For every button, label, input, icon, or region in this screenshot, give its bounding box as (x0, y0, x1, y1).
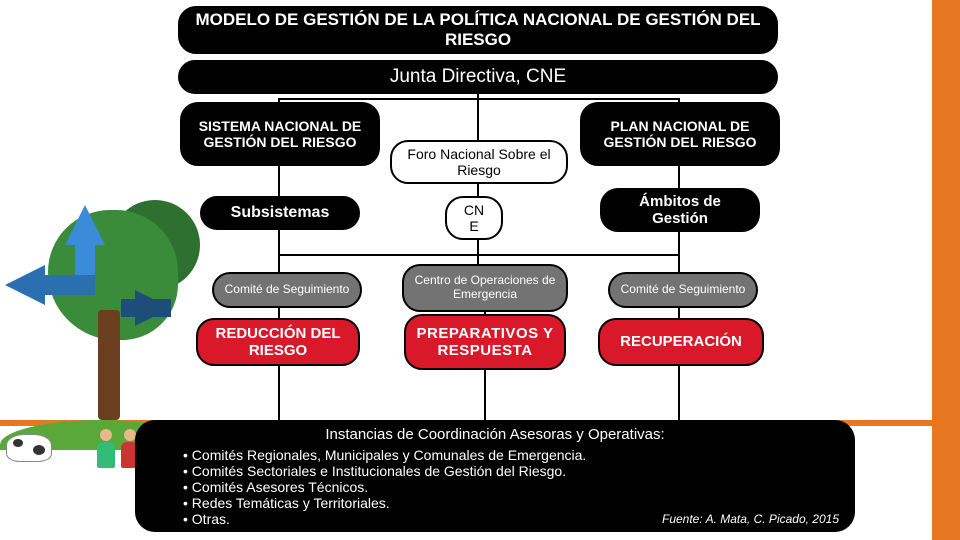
node-cne: CN E (445, 196, 503, 240)
node-label: Subsistemas (231, 204, 330, 222)
node-label: MODELO DE GESTIÓN DE LA POLÍTICA NACIONA… (188, 10, 768, 49)
node-comite-left: Comité de Seguimiento (212, 272, 362, 308)
connector (278, 254, 680, 256)
node-label: Comité de Seguimiento (225, 283, 350, 297)
list-item: Comités Asesores Técnicos. (183, 479, 837, 495)
node-plan: PLAN NACIONAL DE GESTIÓN DEL RIESGO (580, 102, 780, 166)
node-label: SISTEMA NACIONAL DE GESTIÓN DEL RIESGO (190, 118, 370, 150)
node-label: Comité de Seguimiento (621, 283, 746, 297)
node-preparativos: PREPARATIVOS Y RESPUESTA (404, 314, 566, 370)
source-citation: Fuente: A. Mata, C. Picado, 2015 (662, 512, 839, 526)
node-sistema: SISTEMA NACIONAL DE GESTIÓN DEL RIESGO (180, 102, 380, 166)
instancias-heading: Instancias de Coordinación Asesoras y Op… (153, 426, 837, 443)
node-reduccion: REDUCCIÓN DEL RIESGO (196, 318, 360, 366)
node-subsistemas: Subsistemas (200, 196, 360, 230)
node-label: Foro Nacional Sobre el Riesgo (398, 146, 560, 178)
instancias-panel: Instancias de Coordinación Asesoras y Op… (135, 420, 855, 532)
node-label: Junta Directiva, CNE (390, 66, 566, 88)
node-ambitos: Ámbitos de Gestión (600, 188, 760, 232)
node-foro: Foro Nacional Sobre el Riesgo (390, 140, 568, 184)
connector (678, 230, 680, 274)
connector (278, 228, 280, 274)
connector (678, 364, 680, 422)
node-recuperacion: RECUPERACIÓN (598, 318, 764, 366)
connector (278, 164, 280, 198)
node-label: RECUPERACIÓN (620, 333, 742, 350)
list-item: Redes Temáticas y Territoriales. (183, 495, 837, 511)
connector (278, 98, 680, 100)
node-centro: Centro de Operaciones de Emergencia (402, 264, 568, 312)
list-item: Comités Regionales, Municipales y Comuna… (183, 447, 837, 463)
connector (678, 164, 680, 190)
node-label: PLAN NACIONAL DE GESTIÓN DEL RIESGO (590, 118, 770, 150)
node-label: CN E (464, 202, 484, 234)
connector (484, 368, 486, 422)
list-item: Comités Sectoriales e Institucionales de… (183, 463, 837, 479)
node-label: Ámbitos de Gestión (610, 193, 750, 228)
node-label: PREPARATIVOS Y RESPUESTA (414, 325, 556, 360)
node-label: Centro de Operaciones de Emergencia (412, 274, 558, 302)
slide-accent-bar (932, 0, 960, 540)
node-title: MODELO DE GESTIÓN DE LA POLÍTICA NACIONA… (178, 6, 778, 54)
node-junta: Junta Directiva, CNE (178, 60, 778, 94)
connector (278, 364, 280, 422)
node-label: REDUCCIÓN DEL RIESGO (206, 325, 350, 360)
connector (477, 238, 479, 266)
node-comite-right: Comité de Seguimiento (608, 272, 758, 308)
